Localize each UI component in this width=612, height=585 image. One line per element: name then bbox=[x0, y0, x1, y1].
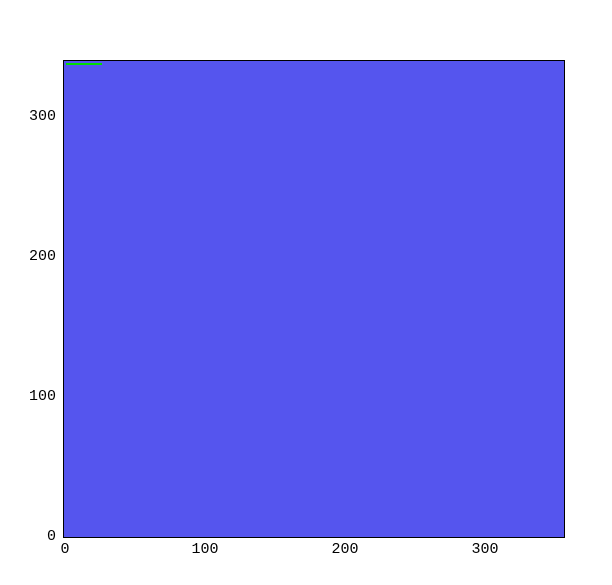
x-tick-label-0: 0 bbox=[45, 541, 85, 558]
x-tick-label-1: 100 bbox=[185, 541, 225, 558]
plot-subtitle bbox=[62, 30, 142, 47]
y-tick-label-3: 300 bbox=[20, 108, 56, 125]
x-tick-label-3: 300 bbox=[465, 541, 505, 558]
magnetogram-canvas[interactable] bbox=[64, 61, 565, 538]
magnetogram-plot-area[interactable] bbox=[63, 60, 565, 538]
vector-scale-bar-icon bbox=[66, 63, 102, 65]
y-tick-label-1: 100 bbox=[20, 388, 56, 405]
magnetogram-window: 0 100 200 300 0 100 200 300 bbox=[0, 0, 612, 585]
x-tick-label-2: 200 bbox=[325, 541, 365, 558]
y-tick-label-2: 200 bbox=[20, 248, 56, 265]
